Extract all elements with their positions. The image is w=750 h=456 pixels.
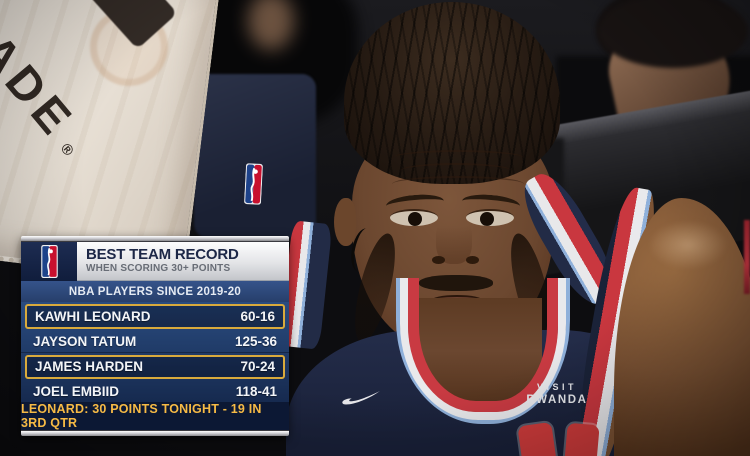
stats-graphic: BEST TEAM RECORD WHEN SCORING 30+ POINTS…: [21, 236, 289, 436]
visit-rwanda-patch: VISIT RWANDA: [512, 381, 602, 409]
warmup-jacket: [194, 74, 316, 238]
shoulder-highlight: [648, 220, 728, 270]
left-iris: [408, 212, 422, 226]
player-name: JAMES HARDEN: [35, 359, 144, 375]
nba-logo-block: [21, 242, 77, 281]
nba-logo-patch: [244, 163, 263, 205]
left-eye: [390, 209, 438, 226]
player-name: JAYSON TATUM: [33, 333, 137, 349]
table-row: JAYSON TATUM 125-36: [21, 331, 289, 353]
nike-swoosh-icon: [342, 391, 380, 405]
forehead-wrinkle: [392, 176, 524, 192]
graphic-top-bar: [21, 236, 289, 242]
graphic-title: BEST TEAM RECORD: [86, 246, 239, 264]
graphic-subtitle: WHEN SCORING 30+ POINTS: [86, 263, 231, 275]
graphic-context-bar: NBA PLAYERS SINCE 2019-20: [21, 281, 289, 302]
collar-trim-white: [400, 278, 566, 420]
jersey-number-partial: [517, 421, 608, 456]
graphic-header: BEST TEAM RECORD WHEN SCORING 30+ POINTS: [21, 242, 289, 281]
graphic-bottom-bar: [21, 430, 289, 436]
right-nostril: [466, 256, 479, 264]
jersey-digit: [517, 421, 557, 456]
left-ear: [334, 198, 356, 246]
team-record: 125-36: [234, 333, 277, 349]
right-eye: [466, 209, 514, 226]
table-row: JOEL EMBIID 118-41: [21, 381, 289, 402]
team-record: 118-41: [235, 384, 277, 400]
forehead-wrinkle: [392, 150, 524, 166]
team-record: 70-24: [240, 359, 275, 375]
nba-logo-icon: [40, 245, 58, 278]
team-record: 60-16: [240, 308, 275, 324]
table-row: KAWHI LEONARD 60-16: [25, 304, 285, 329]
edge-red-object: [744, 220, 750, 294]
bench-person-fringe: [598, 0, 748, 68]
right-iris: [480, 212, 494, 226]
graphic-footer-ticker: LEONARD: 30 POINTS TONIGHT - 19 IN 3RD Q…: [21, 402, 289, 430]
player-name: KAWHI LEONARD: [35, 308, 151, 324]
player-name: JOEL EMBIID: [33, 384, 120, 400]
collar-trim-red: [408, 278, 558, 412]
forehead-wrinkle: [400, 163, 512, 179]
table-row: JAMES HARDEN 70-24: [25, 354, 285, 380]
background-face-blur: [248, 0, 294, 50]
patch-line2: RWANDA: [526, 394, 588, 407]
patch-line1: VISIT: [536, 382, 577, 392]
left-nostril: [432, 256, 445, 264]
jersey-digit: [564, 422, 600, 456]
graphic-title-block: BEST TEAM RECORD WHEN SCORING 30+ POINTS: [77, 242, 289, 281]
stats-table: KAWHI LEONARD 60-16 JAYSON TATUM 125-36 …: [21, 302, 289, 402]
